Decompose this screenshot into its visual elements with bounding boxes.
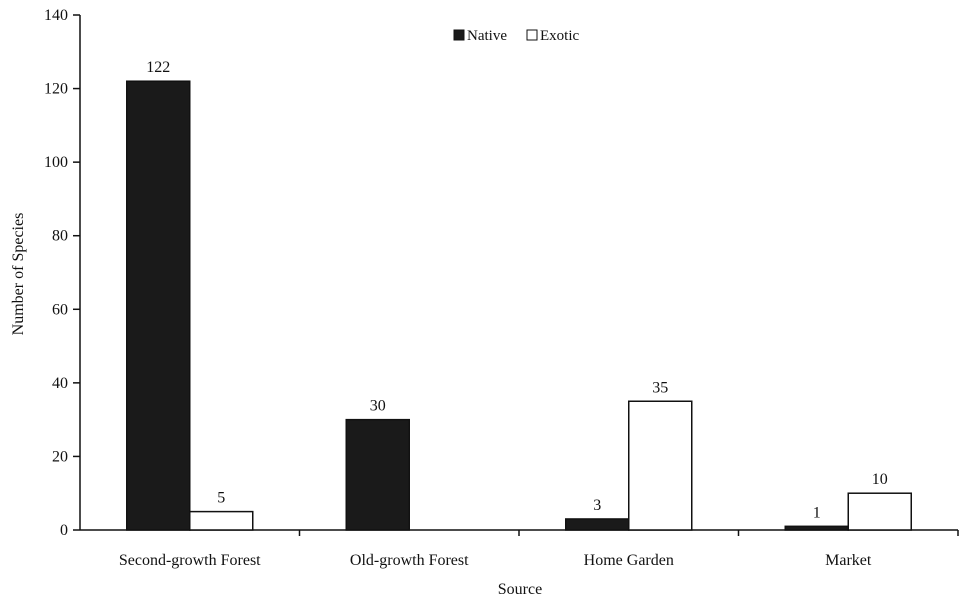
x-category-labels: Second-growth Forest Old-growth Forest Hom… [119,530,959,569]
bar-native-2 [565,518,630,531]
bar-native-1 [345,418,410,531]
legend: Native Exotic [453,28,579,44]
y-tick-label: 140 [44,7,68,24]
bar-exotic-3 [847,492,912,531]
bar-native-3 [784,525,849,531]
bar-exotic-0 [189,510,254,531]
data-label-native-3: 1 [813,504,821,521]
data-label-native-1: 30 [370,398,386,415]
x-category-label: Home Garden [584,552,674,569]
legend-swatch-native [453,29,465,41]
data-label-native-0: 122 [146,59,170,76]
data-label-exotic-3: 10 [872,471,888,488]
x-axis-title: Source [498,581,542,598]
axes [79,15,958,531]
y-tick-label: 100 [44,154,68,171]
y-tick-label: 120 [44,81,68,98]
x-category-label: Second-growth Forest [119,552,261,569]
data-label-exotic-0: 5 [217,490,225,507]
y-tick-label: 80 [52,228,68,245]
y-tick-label: 20 [52,448,68,465]
data-label-native-2: 3 [593,497,601,514]
legend-swatch-exotic [526,29,538,41]
bar-native-0 [126,80,191,531]
y-tick-label: 60 [52,301,68,318]
y-axis-title: Number of Species [10,213,27,336]
legend-label-exotic: Exotic [540,28,579,44]
x-category-label: Market [825,552,872,569]
value-labels: 122 5 30 3 35 1 10 [146,59,888,521]
bar-exotic-2 [628,400,693,531]
bars [126,80,912,531]
legend-label-native: Native [467,28,507,44]
y-ticks: 0 20 40 60 80 100 120 140 [44,7,80,539]
y-tick-label: 0 [60,522,68,539]
data-label-exotic-2: 35 [652,379,668,396]
x-category-label: Old-growth Forest [350,552,469,569]
y-tick-label: 40 [52,375,68,392]
